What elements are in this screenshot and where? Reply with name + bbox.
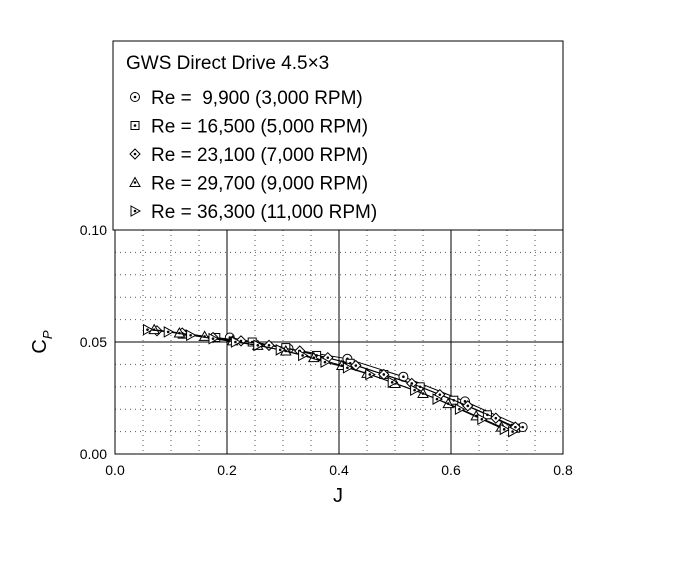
data-point <box>253 339 264 352</box>
data-point <box>477 413 488 426</box>
data-point <box>365 368 376 381</box>
data-point <box>163 326 175 338</box>
data-point <box>432 393 444 405</box>
tick-labels: 0.0 0.2 0.4 0.6 0.8 0.00 0.05 0.10 <box>80 222 573 478</box>
y-tick-label: 0.00 <box>80 446 107 462</box>
y-axis-label-sub: P <box>40 330 55 339</box>
data-point <box>298 349 309 362</box>
legend-marker <box>130 205 142 217</box>
x-axis-label: J <box>333 485 343 507</box>
data-point <box>142 323 154 336</box>
data-point <box>499 423 511 436</box>
data-point <box>387 376 399 389</box>
data-point <box>208 332 220 345</box>
legend-entry-label: Re = 36,300 (11,000 RPM) <box>151 202 377 223</box>
data-point <box>230 336 242 348</box>
x-tick-label: 0.2 <box>217 462 237 478</box>
series-line <box>156 330 516 428</box>
data-point <box>462 400 474 412</box>
legend-marker <box>129 176 141 187</box>
x-tick-label: 0.0 <box>105 462 125 478</box>
data-point <box>320 356 332 369</box>
series-layer <box>142 323 528 438</box>
y-tick-label: 0.05 <box>80 334 107 350</box>
legend-entry: Re = 29,700 (9,000 RPM) <box>129 174 368 195</box>
legend: GWS Direct Drive 4.5×3 Re = 9,900 (3,000… <box>112 40 564 231</box>
data-point <box>342 361 354 374</box>
series-2 <box>177 329 520 433</box>
series-line <box>147 329 513 433</box>
data-point <box>410 384 421 397</box>
data-point <box>454 403 466 416</box>
legend-title: GWS Direct Drive 4.5×3 <box>126 53 329 74</box>
y-axis-label-main: C <box>29 339 51 353</box>
legend-marker <box>129 148 141 160</box>
data-point <box>490 412 502 424</box>
legend-entry: Re = 16,500 (5,000 RPM) <box>130 117 368 138</box>
data-point <box>508 425 519 438</box>
x-tick-label: 0.8 <box>553 462 573 478</box>
legend-entries: Re = 9,900 (3,000 RPM) Re = 16,500 (5,000… <box>129 88 377 223</box>
legend-entry: Re = 23,100 (7,000 RPM) <box>129 145 368 166</box>
series-5 <box>142 323 519 438</box>
legend-box <box>112 40 564 231</box>
legend-entry: Re = 36,300 (11,000 RPM) <box>130 202 377 223</box>
series-4 <box>148 323 508 432</box>
legend-marker <box>130 92 140 102</box>
legend-entry-label: Re = 23,100 (7,000 RPM) <box>151 145 368 166</box>
x-tick-label: 0.4 <box>329 462 349 478</box>
major-grid <box>115 230 563 454</box>
legend-entry: Re = 9,900 (3,000 RPM) <box>130 88 363 109</box>
data-point <box>186 329 197 342</box>
legend-entry-label: Re = 9,900 (3,000 RPM) <box>151 88 363 109</box>
legend-marker <box>130 121 140 130</box>
series-line <box>182 333 516 429</box>
data-point <box>275 343 287 356</box>
y-tick-label: 0.10 <box>80 222 107 238</box>
series-line <box>154 329 502 428</box>
legend-entry-label: Re = 16,500 (5,000 RPM) <box>151 117 368 138</box>
x-tick-label: 0.6 <box>441 462 461 478</box>
y-axis-label: CP <box>29 330 55 353</box>
legend-entry-label: Re = 29,700 (9,000 RPM) <box>151 174 368 195</box>
